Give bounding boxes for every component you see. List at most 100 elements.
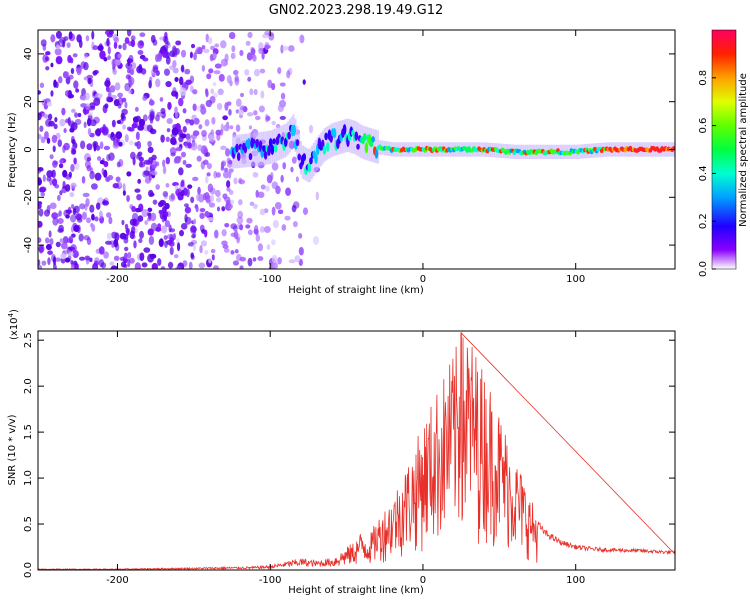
noise-blob: [205, 90, 209, 98]
noise-blob: [238, 109, 244, 115]
noise-blob: [148, 99, 155, 106]
noise-blob: [40, 136, 46, 144]
noise-blob: [197, 144, 203, 151]
noise-blob: [51, 178, 58, 187]
noise-blob: [265, 185, 270, 192]
noise-blob: [78, 256, 86, 261]
ridge-cell: [322, 145, 327, 155]
noise-blob: [38, 237, 42, 244]
noise-blob: [264, 44, 271, 49]
noise-blob: [52, 145, 56, 153]
noise-blob: [224, 167, 229, 172]
noise-blob: [192, 176, 199, 182]
noise-blob: [94, 216, 99, 222]
noise-blob: [239, 265, 244, 269]
noise-blob: [72, 53, 78, 58]
noise-blob: [246, 112, 254, 117]
noise-blob: [201, 45, 206, 50]
ridge-cell: [263, 150, 268, 160]
snr-frame: [37, 330, 676, 571]
noise-blob: [90, 119, 97, 127]
noise-blob: [147, 146, 154, 154]
noise-blob: [258, 105, 265, 113]
noise-blob: [254, 115, 261, 121]
ridge-cell: [270, 144, 275, 156]
noise-blob: [101, 167, 105, 175]
noise-blob: [246, 217, 253, 224]
noise-blob: [165, 136, 170, 142]
noise-blob: [46, 170, 54, 178]
noise-blob: [215, 197, 222, 203]
noise-blob: [65, 174, 72, 180]
noise-blob: [114, 232, 120, 241]
ridge-halo: [253, 132, 257, 167]
ridge-halo: [374, 129, 378, 164]
ridge-halo: [356, 122, 359, 156]
noise-blob: [138, 118, 146, 127]
noise-blob: [122, 124, 126, 130]
noise-blob: [196, 155, 202, 162]
noise-blob: [155, 161, 160, 167]
noise-blob: [137, 50, 144, 56]
noise-blob: [87, 128, 92, 136]
noise-blob: [260, 184, 266, 190]
noise-blob: [160, 266, 166, 269]
noise-blob: [312, 236, 320, 245]
noise-blob: [257, 256, 264, 261]
noise-blob: [41, 260, 47, 266]
noise-blob: [74, 118, 82, 125]
noise-blob: [52, 160, 58, 168]
noise-blob: [99, 210, 103, 219]
noise-blob: [45, 118, 52, 127]
noise-blob: [211, 117, 216, 125]
noise-blob: [245, 40, 251, 46]
snr-panel: -200 -100 0 100 0.0 0.5 1.0 1.5 2.0 2.5 Height o…: [7, 309, 676, 596]
noise-blob: [238, 177, 243, 184]
noise-blob: [38, 166, 44, 172]
noise-blob: [271, 206, 276, 216]
noise-blob: [183, 203, 189, 208]
ridge-halo: [277, 126, 281, 161]
noise-blob: [129, 68, 135, 76]
noise-blob: [166, 128, 171, 133]
noise-blob: [171, 127, 179, 136]
noise-blob: [237, 199, 243, 206]
noise-blob: [124, 82, 131, 92]
noise-blob: [175, 147, 183, 152]
noise-blob: [82, 192, 90, 198]
noise-blob: [80, 140, 86, 150]
noise-blob: [134, 142, 138, 147]
ridge-halo: [303, 146, 306, 180]
ridge-halo: [252, 133, 255, 167]
noise-blob: [292, 220, 298, 228]
ridge-cell: [374, 148, 379, 159]
snr-series: [38, 332, 675, 570]
noise-blob: [196, 193, 201, 202]
noise-blob: [98, 259, 105, 268]
noise-blob: [121, 97, 127, 103]
noise-blob: [106, 154, 111, 162]
noise-blob: [253, 228, 259, 235]
noise-blob: [245, 224, 251, 229]
noise-blob: [162, 165, 167, 175]
noise-blob: [72, 207, 77, 216]
noise-blob: [208, 202, 216, 208]
ridge-cell: [302, 153, 307, 162]
noise-blob: [103, 57, 108, 62]
noise-blob: [83, 234, 90, 241]
noise-blob: [55, 81, 59, 89]
ridge-cell: [247, 138, 251, 150]
noise-blob: [86, 117, 92, 127]
noise-blob: [50, 90, 54, 97]
spectrogram-y-label: Frequency (Hz): [7, 112, 18, 188]
noise-blob: [148, 235, 155, 245]
noise-blob: [291, 156, 297, 164]
noise-blob: [112, 142, 120, 149]
noise-blob: [93, 69, 99, 74]
noise-blob: [105, 240, 112, 245]
x-tick-label: 100: [566, 575, 585, 586]
noise-blob: [294, 255, 301, 263]
noise-blob: [216, 102, 223, 111]
noise-blob: [159, 36, 164, 41]
noise-blob: [308, 124, 314, 134]
